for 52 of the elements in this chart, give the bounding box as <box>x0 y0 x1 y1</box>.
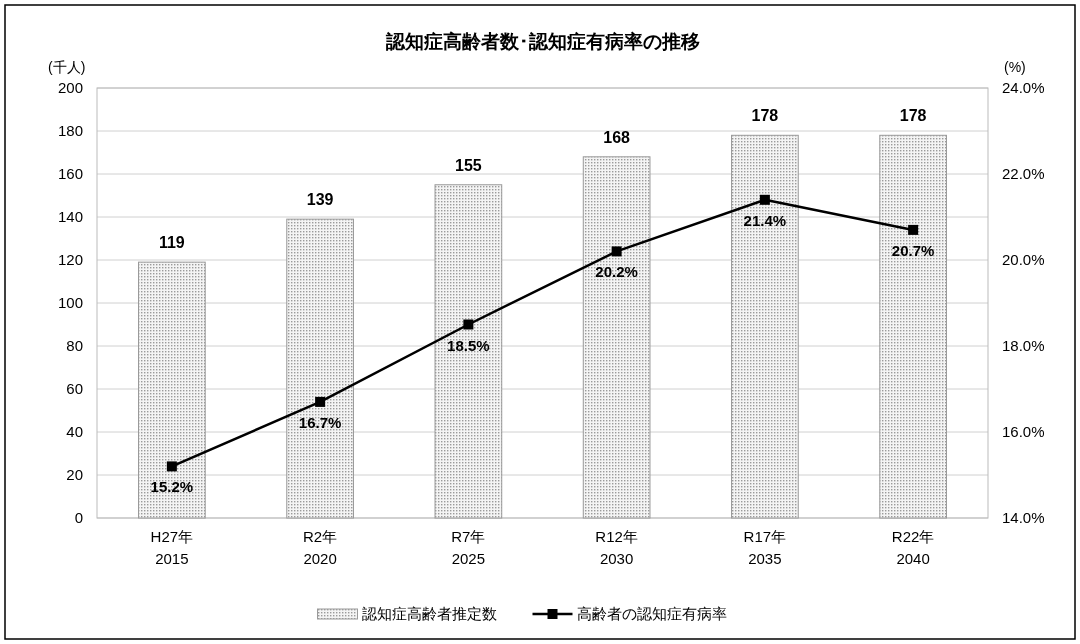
data-label: 155 <box>455 156 482 174</box>
bar <box>286 218 354 519</box>
y-tick-label: 200 <box>57 79 83 97</box>
data-label: 119 <box>158 234 185 252</box>
y2-tick-label: 22.0% <box>1002 165 1045 183</box>
y2-tick-label: 16.0% <box>1002 423 1045 441</box>
y2-tick-label: 18.0% <box>1002 337 1045 355</box>
y-tick-label: 80 <box>66 337 83 355</box>
y2-tick-label: 24.0% <box>1002 79 1045 97</box>
point <box>908 224 919 235</box>
y-tick-label: 180 <box>57 122 83 140</box>
data-label: 18.5% <box>447 336 490 354</box>
y-axis-title: (千人) <box>48 59 86 75</box>
y-tick-label: 140 <box>57 208 83 226</box>
point <box>463 319 474 330</box>
x-tick-label: R2年 2020 <box>303 528 338 567</box>
y-tick-label: 120 <box>57 251 83 269</box>
y-tick-label: 100 <box>57 294 83 312</box>
bar <box>879 134 947 519</box>
point <box>166 461 177 472</box>
bar <box>582 156 651 519</box>
legend-label: 高齢者の認知症有病率 <box>576 605 727 623</box>
x-tick-label: R22年 2040 <box>891 528 935 567</box>
x-tick-label: R7年 2025 <box>451 528 486 567</box>
point <box>315 396 326 407</box>
y2-tick-label: 20.0% <box>1002 251 1045 269</box>
bar <box>731 134 799 519</box>
data-label: 20.7% <box>891 241 935 259</box>
data-label: 21.4% <box>743 211 787 229</box>
x-tick-label: R17年 2035 <box>743 528 787 567</box>
x-tick-label: R12年 2030 <box>595 528 638 567</box>
data-label: 15.2% <box>150 478 194 496</box>
data-label: 139 <box>306 191 334 209</box>
bar <box>434 184 503 519</box>
bar <box>138 261 206 519</box>
y-tick-label: 160 <box>57 165 83 183</box>
point <box>759 194 770 205</box>
data-label: 168 <box>603 128 631 146</box>
y-tick-label: 60 <box>66 380 83 398</box>
point <box>611 246 622 257</box>
data-label: 178 <box>899 107 927 125</box>
x-tick-label: H27年 2015 <box>150 528 194 567</box>
legend-label: 認知症高齢者推定数 <box>361 605 497 623</box>
y2-tick-label: 14.0% <box>1002 509 1045 527</box>
y2-axis-title: (%) <box>1004 59 1026 75</box>
data-label: 20.2% <box>595 263 638 281</box>
y-tick-label: 40 <box>66 423 83 441</box>
data-label: 178 <box>751 107 779 125</box>
y-tick-label: 0 <box>74 509 83 527</box>
chart-title: 認知症高齢者数･認知症有病率の推移 <box>384 31 700 52</box>
data-label: 16.7% <box>298 413 342 431</box>
y-tick-label: 20 <box>66 466 83 484</box>
